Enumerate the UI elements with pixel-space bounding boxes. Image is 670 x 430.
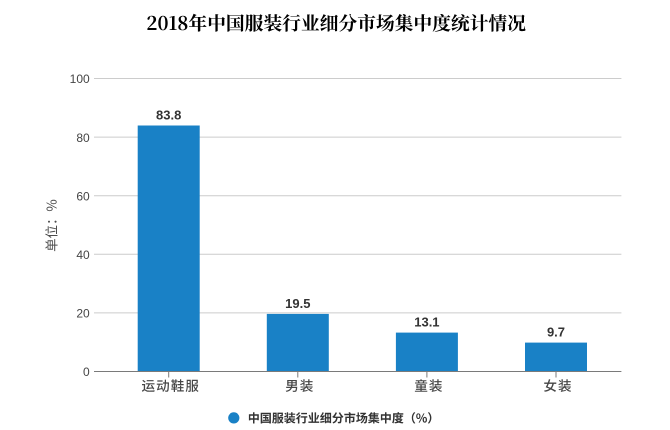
svg-text:20: 20 <box>76 307 90 321</box>
svg-text:100: 100 <box>70 72 90 86</box>
svg-text:60: 60 <box>76 189 90 203</box>
svg-text:9.7: 9.7 <box>547 325 565 340</box>
svg-text:19.5: 19.5 <box>285 296 310 311</box>
svg-text:13.1: 13.1 <box>414 315 439 330</box>
svg-text:83.8: 83.8 <box>156 108 181 123</box>
svg-text:0: 0 <box>83 365 90 379</box>
svg-text:40: 40 <box>76 248 90 262</box>
svg-text:80: 80 <box>76 131 90 145</box>
